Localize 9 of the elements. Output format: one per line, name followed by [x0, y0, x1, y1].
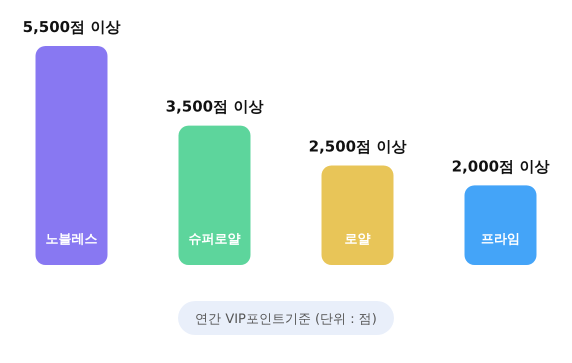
- data-label: 2,500점 이상: [308, 137, 406, 156]
- x-tick-label: 로얄: [344, 232, 370, 247]
- x-tick-label: 프라임: [481, 232, 520, 247]
- data-label: 5,500점 이상: [22, 18, 120, 36]
- text: 연간 VIP포인트기준 (단위 : 점): [195, 312, 377, 327]
- data-label: 3,500점 이상: [166, 98, 264, 116]
- data-label: 2,000점 이상: [452, 157, 550, 176]
- x-tick-label: 슈퍼로얄: [188, 232, 240, 247]
- x-tick-label: 노블레스: [46, 232, 98, 247]
